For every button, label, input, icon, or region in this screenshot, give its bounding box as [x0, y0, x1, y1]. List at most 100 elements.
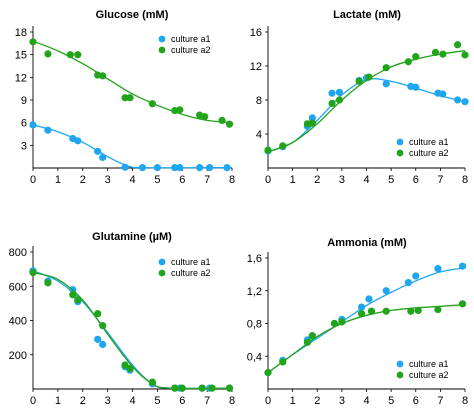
x-tick-label: 7: [437, 395, 443, 407]
fit-line: [267, 50, 466, 153]
data-point: [208, 384, 216, 392]
data-point: [382, 64, 390, 72]
x-tick-label: 5: [388, 395, 394, 407]
y-tick-label: 6: [21, 118, 27, 130]
series-culture-a2: [264, 300, 467, 377]
data-point: [153, 164, 161, 172]
data-point: [338, 318, 346, 326]
x-tick-label: 4: [363, 395, 369, 407]
chart-panel-3: Glutamine (µM) 0 1 2 3 4 5 6 7 8 200 400 600 800 cultu…: [9, 231, 235, 407]
x-tick-label: 6: [413, 395, 419, 407]
x-tick-label: 0: [265, 174, 271, 186]
data-point: [74, 137, 82, 145]
data-point: [44, 126, 52, 134]
data-point: [264, 146, 272, 154]
legend-marker: [158, 46, 166, 54]
y-tick-label: 400: [9, 316, 27, 328]
data-point: [218, 116, 226, 124]
series-culture-a2: [29, 268, 234, 392]
data-point: [223, 164, 231, 172]
data-point: [308, 332, 316, 340]
data-point: [328, 99, 336, 107]
x-tick-label: 7: [204, 174, 210, 186]
data-point: [279, 358, 287, 366]
data-point: [99, 322, 107, 330]
x-tick-label: 4: [129, 395, 135, 407]
legend-marker: [396, 138, 404, 146]
legend-marker: [158, 35, 166, 43]
legend-label: culture a2: [409, 370, 449, 380]
data-point: [412, 83, 420, 91]
data-point: [357, 310, 366, 318]
data-point: [74, 51, 82, 59]
fit-line: [32, 271, 233, 390]
data-point: [178, 384, 186, 392]
y-tick-label: 1,2: [247, 286, 262, 298]
data-point: [29, 121, 37, 129]
chart-title: Ammonia (mM): [327, 237, 407, 249]
x-tick-label: 1: [55, 395, 61, 407]
legend-marker: [158, 258, 166, 266]
x-tick-label: 2: [80, 174, 86, 186]
data-point: [99, 72, 107, 80]
legend-label: culture a1: [171, 257, 211, 267]
x-tick-label: 0: [30, 395, 36, 407]
series-culture-a1: [29, 267, 234, 392]
data-point: [367, 307, 376, 315]
data-point: [330, 319, 339, 328]
y-tick-label: 600: [9, 281, 27, 293]
legend-label: culture a1: [409, 137, 449, 147]
data-point: [434, 305, 442, 314]
x-tick-label: 6: [179, 174, 185, 186]
data-point: [66, 51, 74, 59]
x-tick-label: 8: [229, 395, 235, 407]
series-culture-a1: [29, 121, 233, 172]
data-point: [382, 287, 390, 295]
chart-panel-4: Ammonia (mM) 0 1 2 3 4 5 6 7 8 0,4 0,8 1,2 1,6 culture…: [247, 237, 468, 407]
y-tick-label: 16: [250, 27, 262, 39]
x-tick-label: 0: [30, 174, 36, 186]
x-tick-label: 8: [229, 174, 235, 186]
fit-line: [267, 267, 466, 374]
data-point: [439, 50, 447, 58]
data-point: [69, 291, 77, 299]
data-point: [414, 306, 422, 314]
x-tick-label: 2: [314, 174, 320, 186]
data-point: [94, 310, 102, 318]
data-point: [458, 262, 467, 270]
x-tick-label: 6: [413, 174, 419, 186]
data-point: [74, 296, 82, 304]
data-point: [382, 307, 390, 315]
x-tick-label: 1: [55, 174, 61, 186]
y-tick-label: 18: [15, 27, 27, 39]
fit-line: [32, 40, 233, 124]
data-point: [412, 53, 420, 61]
data-point: [365, 73, 373, 81]
x-tick-label: 7: [204, 395, 210, 407]
data-point: [382, 80, 390, 88]
y-tick-label: 800: [9, 247, 27, 259]
x-tick-label: 1: [290, 174, 296, 186]
data-point: [201, 113, 209, 121]
data-point: [279, 142, 287, 150]
data-point: [44, 279, 52, 287]
fit-line: [32, 124, 233, 169]
x-tick-label: 8: [462, 395, 468, 407]
legend-marker: [396, 360, 404, 368]
data-point: [458, 300, 467, 308]
data-point: [148, 100, 156, 108]
data-point: [328, 89, 336, 97]
y-tick-label: 9: [21, 95, 27, 107]
legend-marker: [396, 371, 404, 379]
data-point: [44, 50, 52, 58]
data-point: [198, 384, 206, 392]
y-tick-label: 12: [250, 61, 262, 73]
data-point: [196, 164, 204, 172]
data-point: [439, 90, 447, 98]
legend-label: culture a2: [409, 148, 449, 158]
x-tick-label: 5: [154, 174, 160, 186]
